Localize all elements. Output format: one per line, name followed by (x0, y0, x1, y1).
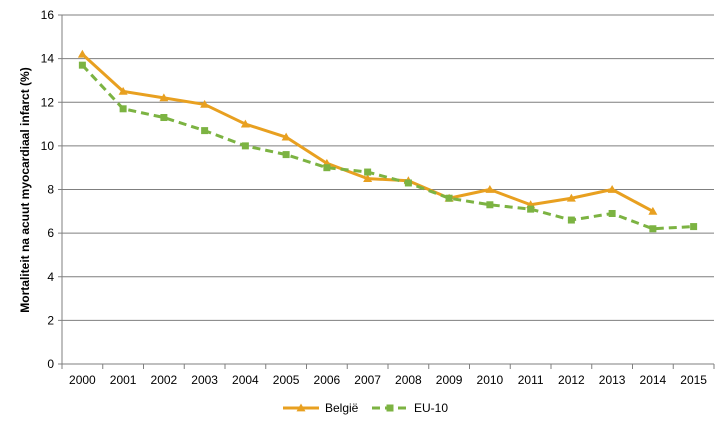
data-point (282, 151, 290, 159)
legend-marker (386, 404, 394, 412)
data-point (608, 209, 616, 217)
x-tick-label: 2006 (314, 373, 341, 387)
y-tick-label: 0 (47, 357, 54, 371)
legend-label: België (325, 401, 359, 415)
y-tick-label: 6 (47, 226, 54, 240)
x-tick-label: 2001 (110, 373, 137, 387)
y-tick-label: 14 (41, 52, 55, 66)
x-tick-label: 2014 (640, 373, 667, 387)
data-point (485, 185, 495, 193)
data-point (118, 86, 128, 95)
y-tick-label: 12 (41, 95, 55, 109)
data-point (240, 119, 250, 128)
y-tick-label: 4 (47, 270, 54, 284)
y-axis-tick-labels: 0 2 4 6 8 10 12 14 16 (41, 8, 55, 371)
data-point (78, 61, 86, 69)
y-tick-label: 2 (47, 313, 54, 327)
data-point (77, 49, 87, 58)
y-tick-label: 8 (47, 183, 54, 197)
x-tick-label: 2013 (599, 373, 626, 387)
legend-item: EU-10 (372, 401, 448, 415)
data-point (567, 216, 575, 224)
data-point (364, 168, 372, 176)
data-point (363, 174, 373, 182)
data-point (566, 193, 576, 202)
series-eu-10 (78, 61, 698, 233)
y-tick-label: 10 (41, 139, 55, 153)
legend-item: België (283, 401, 359, 415)
x-tick-label: 2005 (273, 373, 300, 387)
x-tick-label: 2003 (191, 373, 218, 387)
x-tick-label: 2009 (436, 373, 463, 387)
series-line (81, 64, 694, 231)
x-tick-label: 2008 (395, 373, 422, 387)
data-point (607, 185, 617, 193)
gridlines (58, 14, 714, 365)
x-tick-label: 2011 (518, 373, 544, 387)
legend: België EU-10 (283, 401, 448, 415)
x-tick-label: 2015 (680, 373, 707, 387)
data-point (201, 127, 209, 135)
legend-marker (296, 403, 306, 412)
data-point (690, 223, 698, 231)
data-point (119, 105, 127, 113)
x-tick-label: 2012 (558, 373, 585, 387)
x-tick-label: 2000 (69, 373, 96, 387)
series-line (81, 53, 654, 213)
data-point (159, 93, 169, 102)
x-axis-tick-labels: 2000 2001 2002 2003 2004 2005 2006 2007 2008 2009… (69, 373, 707, 387)
x-tick-label: 2004 (232, 373, 259, 387)
x-tick-label: 2002 (151, 373, 178, 387)
data-point (527, 205, 535, 213)
data-point (445, 194, 453, 202)
data-point (241, 142, 249, 150)
axes (61, 15, 715, 369)
y-axis-label: Mortaliteit na acuut myocardiaal infarct… (18, 67, 32, 312)
x-tick-label: 2010 (477, 373, 504, 387)
x-tick-label: 2007 (354, 373, 381, 387)
y-tick-label: 16 (41, 8, 55, 22)
data-point (160, 114, 168, 122)
data-point (648, 206, 658, 215)
data-point (323, 164, 331, 172)
series-layer (77, 49, 698, 233)
data-point (649, 225, 657, 233)
legend-label: EU-10 (414, 401, 448, 415)
data-point (281, 132, 291, 141)
data-point (200, 99, 210, 108)
data-point (486, 201, 494, 209)
data-point (404, 179, 412, 187)
